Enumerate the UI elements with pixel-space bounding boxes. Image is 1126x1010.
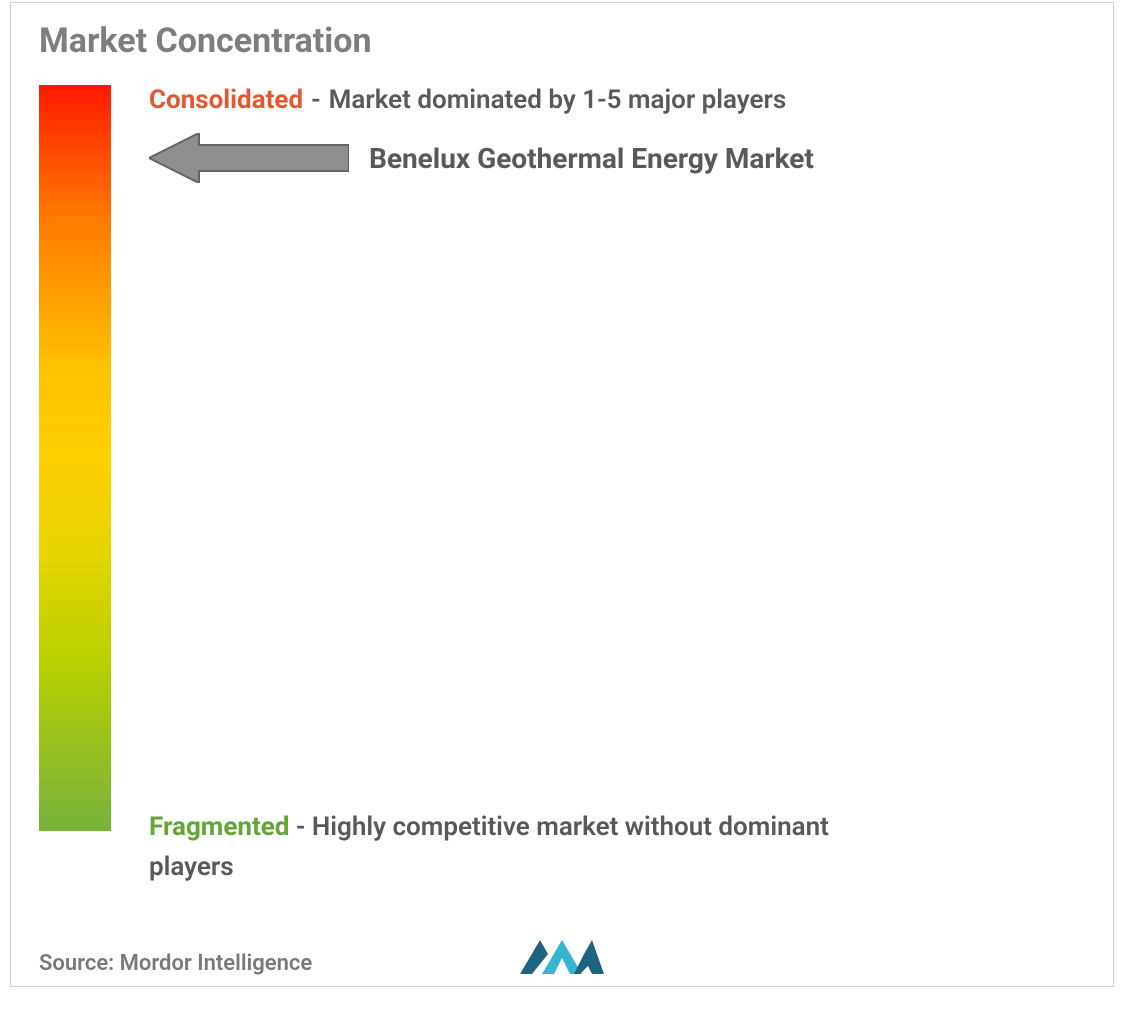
scale-annotations: Consolidated - Market dominated by 1-5 m… [149, 85, 1085, 865]
left-arrow-icon [149, 133, 349, 183]
source-text: Source: Mordor Intelligence [39, 951, 312, 976]
market-pointer-row: Benelux Geothermal Energy Market [149, 133, 1085, 183]
page-title: Market Concentration [39, 21, 1085, 61]
mordor-logo-icon [518, 936, 606, 976]
main-row: Consolidated - Market dominated by 1-5 m… [39, 85, 1085, 865]
fragmented-separator: - [289, 812, 311, 842]
consolidated-row: Consolidated - Market dominated by 1-5 m… [149, 85, 1085, 115]
consolidated-dash: - [311, 85, 321, 115]
fragmented-label: Fragmented [149, 812, 289, 842]
concentration-gradient-scale [39, 85, 111, 831]
infographic-container: Market Concentration Consolidated - Mark… [10, 2, 1114, 987]
consolidated-description: Market dominated by 1-5 major players [329, 85, 787, 115]
fragmented-row: Fragmented - Highly competitive market w… [149, 807, 869, 888]
market-name: Benelux Geothermal Energy Market [369, 142, 814, 175]
consolidated-label: Consolidated [149, 85, 303, 115]
